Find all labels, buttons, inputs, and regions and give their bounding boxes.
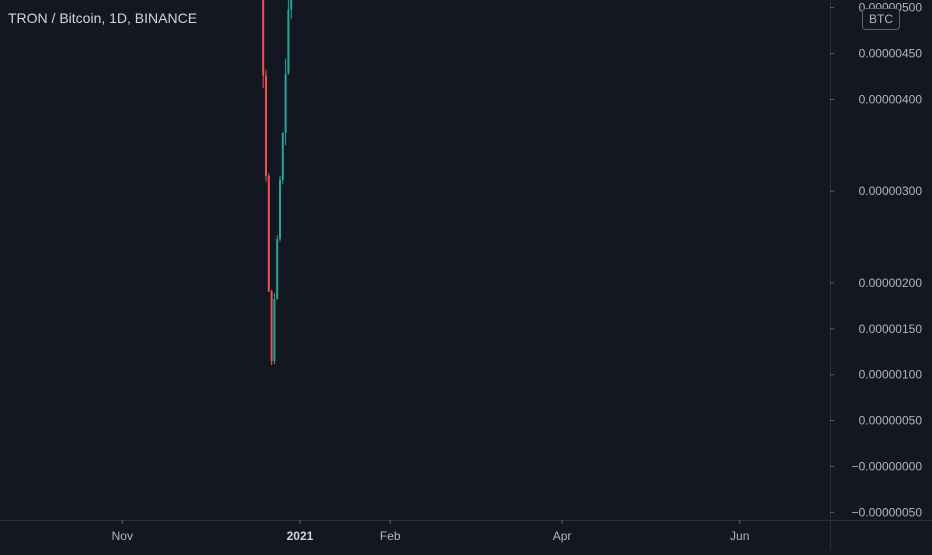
x-tick-label: Jun [730,529,749,543]
x-tick-label: Apr [553,529,572,543]
candle-body [276,239,279,299]
y-tick-label: 0.00000100 [859,368,923,382]
y-tick-label: 0.00000400 [859,92,923,106]
y-tick-label: −0.00000050 [852,505,923,519]
candle-body [279,179,281,240]
candle-body [290,0,293,10]
y-tick-label: 0.00000450 [859,47,923,61]
x-tick-label: 2021 [287,529,314,543]
candle-body [284,73,287,133]
x-tick-label: Feb [380,529,401,543]
candle-body [273,298,276,362]
candle-body [270,291,273,362]
candle-body [281,132,284,180]
y-tick-label: −0.00000000 [852,459,923,473]
candle-body [262,0,265,76]
y-tick-label: 0.00000300 [859,184,923,198]
chart-title: TRON / Bitcoin, 1D, BINANCE [8,10,198,26]
y-tick-label: 0.00000150 [859,322,923,336]
y-tick-label: 0.00000200 [859,276,923,290]
candle-body [287,9,290,74]
x-tick-label: Nov [112,529,133,543]
candle-body [265,75,267,176]
currency-badge[interactable]: BTC [862,8,900,30]
candle-body [267,175,270,292]
y-tick-label: 0.00000050 [859,414,923,428]
